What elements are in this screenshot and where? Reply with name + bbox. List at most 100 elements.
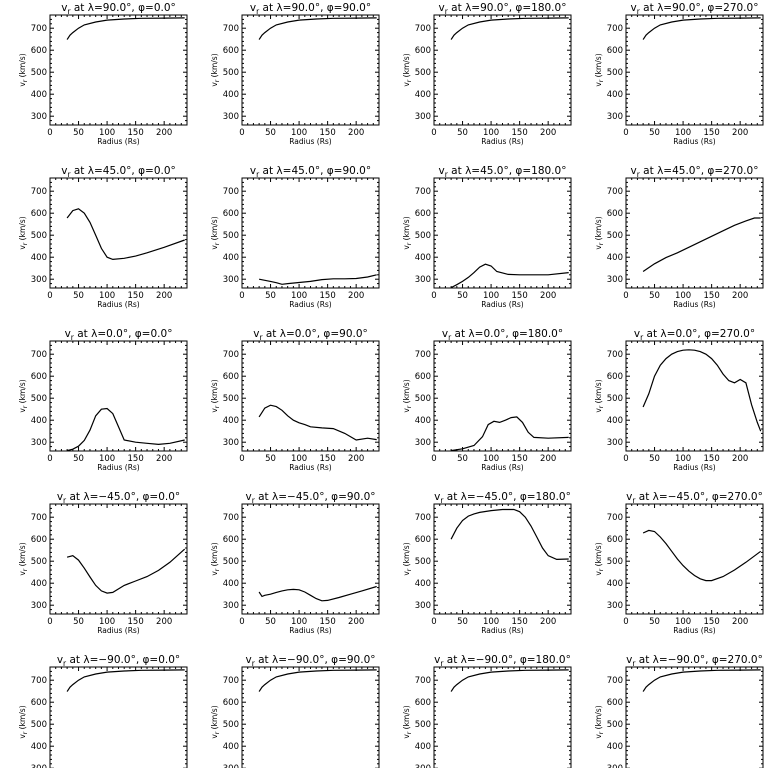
y-tick-label: 300: [223, 764, 239, 768]
x-tick-label: 0: [623, 454, 628, 464]
x-tick-label: 0: [431, 128, 436, 138]
y-tick-label: 700: [415, 676, 431, 686]
y-tick-label: 300: [415, 601, 431, 611]
x-tick-label: 100: [291, 454, 307, 464]
chart-panel: vr at λ=−45.0°, φ=90.0° 0 50 100 150 200 300 40…: [210, 491, 380, 635]
x-axis-label: Radius (Rs): [481, 626, 524, 635]
x-tick-label: 200: [156, 128, 172, 138]
plot-frame: [625, 666, 764, 768]
x-tick-label: 50: [649, 617, 660, 627]
x-tick-label: 100: [291, 291, 307, 301]
y-tick-label: 300: [223, 275, 239, 285]
chart-title: vr at λ=−45.0°, φ=90.0°: [245, 491, 375, 505]
x-tick-label: 100: [291, 617, 307, 627]
x-tick-label: 0: [623, 128, 628, 138]
series-line: [450, 508, 569, 561]
x-tick-label: 100: [483, 454, 499, 464]
x-tick-label: 0: [623, 617, 628, 627]
plot-frame: [241, 666, 380, 768]
series-line: [258, 17, 377, 40]
x-tick-label: 150: [704, 128, 720, 138]
y-tick-label: 600: [223, 535, 239, 545]
y-tick-label: 700: [223, 513, 239, 523]
plot-frame: [241, 14, 380, 126]
y-tick-label: 400: [223, 416, 239, 426]
chart-panel: vr at λ=90.0°, φ=180.0° 0 50 100 150 200 300 40…: [402, 2, 572, 146]
series-line: [642, 529, 762, 582]
y-tick-label: 500: [607, 68, 623, 78]
y-tick-label: 500: [31, 557, 47, 567]
y-axis-label: vr (km/s): [210, 705, 221, 738]
x-tick-label: 50: [73, 291, 84, 301]
x-tick-label: 50: [457, 291, 468, 301]
x-tick-label: 50: [73, 454, 84, 464]
series-line: [450, 263, 569, 288]
chart-title: vr at λ=90.0°, φ=180.0°: [439, 2, 567, 16]
y-tick-label: 600: [415, 372, 431, 382]
y-tick-label: 300: [607, 601, 623, 611]
chart-panel: vr at λ=−45.0°, φ=180.0° 0 50 100 150 200 300 4…: [402, 491, 572, 635]
series-line: [642, 17, 761, 40]
y-tick-label: 600: [607, 46, 623, 56]
x-tick-label: 100: [675, 291, 691, 301]
y-tick-label: 300: [415, 275, 431, 285]
y-tick-label: 300: [31, 438, 47, 448]
x-tick-label: 200: [732, 128, 748, 138]
x-axis-label: Radius (Rs): [289, 137, 332, 146]
chart-panel: vr at λ=0.0°, φ=180.0° 0 50 100 150 200 300 400…: [402, 328, 572, 472]
chart-title: vr at λ=−45.0°, φ=0.0°: [57, 491, 180, 505]
plot-frame: [433, 340, 572, 452]
x-tick-label: 50: [265, 454, 276, 464]
y-tick-label: 400: [415, 90, 431, 100]
x-tick-label: 200: [540, 454, 556, 464]
chart-panel: vr at λ=45.0°, φ=180.0° 0 50 100 150 200 300 40…: [402, 165, 572, 309]
chart-title: vr at λ=45.0°, φ=270.0°: [631, 165, 759, 179]
x-tick-label: 150: [320, 128, 336, 138]
chart-panel: vr at λ=45.0°, φ=270.0° 0 50 100 150 200 300 40…: [594, 165, 764, 309]
y-tick-label: 500: [415, 68, 431, 78]
x-tick-label: 200: [156, 617, 172, 627]
y-tick-label: 300: [415, 438, 431, 448]
y-tick-label: 400: [415, 579, 431, 589]
x-tick-label: 100: [99, 291, 115, 301]
y-axis-label: vr (km/s): [18, 216, 29, 249]
y-tick-label: 700: [607, 24, 623, 34]
y-tick-label: 600: [31, 46, 47, 56]
y-axis-label: vr (km/s): [210, 53, 221, 86]
x-tick-label: 100: [99, 617, 115, 627]
y-tick-label: 700: [607, 350, 623, 360]
y-tick-label: 500: [31, 720, 47, 730]
series-line: [66, 17, 185, 40]
y-tick-label: 600: [607, 372, 623, 382]
y-tick-label: 500: [31, 394, 47, 404]
plot-frame: [625, 14, 764, 126]
x-tick-label: 200: [540, 617, 556, 627]
y-tick-label: 400: [31, 742, 47, 752]
x-tick-label: 0: [47, 291, 52, 301]
y-tick-label: 700: [223, 350, 239, 360]
x-tick-label: 0: [47, 128, 52, 138]
y-axis-label: vr (km/s): [210, 216, 221, 249]
x-axis-label: Radius (Rs): [481, 300, 524, 309]
y-tick-label: 700: [607, 187, 623, 197]
x-tick-label: 100: [483, 617, 499, 627]
x-tick-label: 150: [320, 291, 336, 301]
x-tick-label: 200: [732, 454, 748, 464]
x-tick-label: 0: [431, 617, 436, 627]
chart-panel: vr at λ=−45.0°, φ=270.0° 0 50 100 150 200 300 4…: [594, 491, 764, 635]
y-tick-label: 700: [415, 187, 431, 197]
y-tick-label: 700: [607, 676, 623, 686]
y-tick-label: 600: [607, 209, 623, 219]
chart-panel: vr at λ=90.0°, φ=90.0° 0 50 100 150 200 300 400…: [210, 2, 380, 146]
x-tick-label: 50: [73, 617, 84, 627]
chart-title: vr at λ=−90.0°, φ=0.0°: [57, 654, 180, 668]
chart-panel: vr at λ=0.0°, φ=0.0° 0 50 100 150 200 300 400 50…: [18, 328, 188, 472]
y-tick-label: 600: [415, 535, 431, 545]
y-tick-label: 500: [223, 394, 239, 404]
y-tick-label: 600: [415, 46, 431, 56]
x-tick-label: 200: [732, 291, 748, 301]
y-tick-label: 400: [223, 742, 239, 752]
chart-panel: vr at λ=−90.0°, φ=270.0°0501001502003004…: [594, 654, 764, 768]
x-tick-label: 0: [239, 291, 244, 301]
y-tick-label: 300: [223, 601, 239, 611]
